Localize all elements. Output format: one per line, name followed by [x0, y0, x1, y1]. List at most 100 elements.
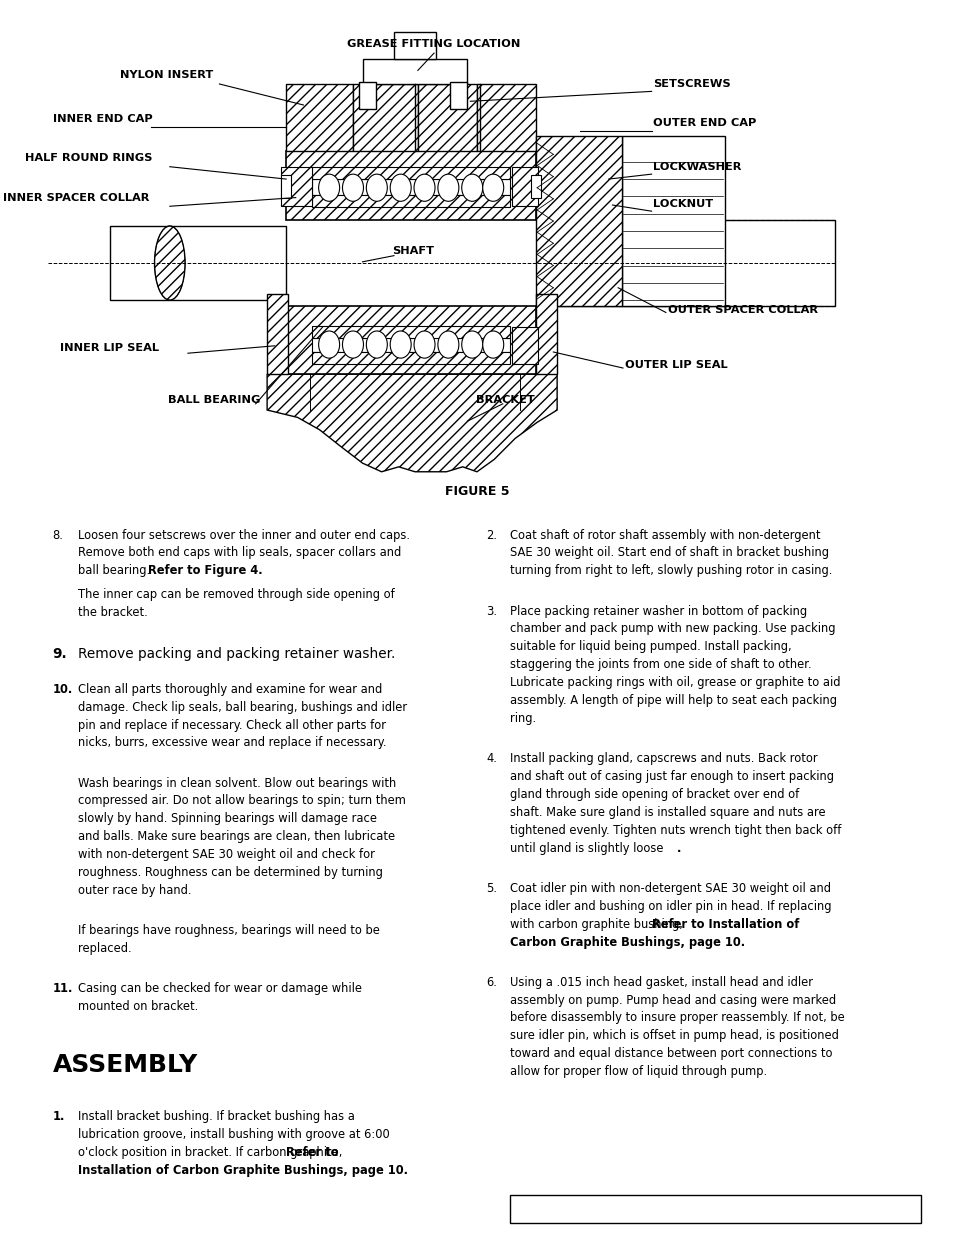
- Text: 8.: 8.: [52, 529, 63, 542]
- Circle shape: [318, 331, 339, 358]
- Text: suitable for liquid being pumped. Install packing,: suitable for liquid being pumped. Instal…: [510, 640, 791, 653]
- Text: with non-detergent SAE 30 weight oil and check for: with non-detergent SAE 30 weight oil and…: [78, 848, 375, 861]
- Text: 3.: 3.: [486, 604, 497, 618]
- Text: nicks, burrs, excessive wear and replace if necessary.: nicks, burrs, excessive wear and replace…: [78, 736, 386, 750]
- Text: 2.: 2.: [486, 529, 497, 542]
- Bar: [510, 1195, 920, 1223]
- Text: until gland is slightly loose: until gland is slightly loose: [510, 842, 663, 855]
- Text: Coat shaft of rotor shaft assembly with non-detergent: Coat shaft of rotor shaft assembly with …: [510, 529, 820, 542]
- Text: 6.: 6.: [486, 976, 497, 989]
- Text: Remove both end caps with lip seals, spacer collars and: Remove both end caps with lip seals, spa…: [78, 546, 401, 559]
- Text: OUTER LIP SEAL: OUTER LIP SEAL: [624, 361, 727, 370]
- Text: slowly by hand. Spinning bearings will damage race: slowly by hand. Spinning bearings will d…: [78, 813, 376, 825]
- Text: Wash bearings in clean solvent. Blow out bearings with: Wash bearings in clean solvent. Blow out…: [78, 777, 396, 789]
- Text: .: .: [677, 842, 681, 855]
- Text: INNER SPACER COLLAR: INNER SPACER COLLAR: [3, 193, 150, 203]
- Text: Refer to Figure 4.: Refer to Figure 4.: [148, 564, 262, 578]
- Circle shape: [482, 174, 503, 201]
- Circle shape: [414, 174, 435, 201]
- Text: Refer to Installation of: Refer to Installation of: [651, 918, 798, 931]
- Bar: [312, 326, 510, 338]
- Bar: [267, 294, 288, 374]
- Ellipse shape: [154, 226, 185, 300]
- Text: ball bearing.: ball bearing.: [78, 564, 157, 578]
- Text: 11.: 11.: [52, 982, 72, 995]
- Text: ring.: ring.: [510, 711, 536, 725]
- Circle shape: [461, 331, 482, 358]
- Bar: [512, 167, 537, 206]
- Polygon shape: [267, 374, 557, 472]
- Text: pin and replace if necessary. Check all other parts for: pin and replace if necessary. Check all …: [78, 719, 386, 731]
- Text: Casing can be checked for wear or damage while: Casing can be checked for wear or damage…: [78, 982, 362, 995]
- Bar: [536, 136, 621, 306]
- Text: mounted on bracket.: mounted on bracket.: [78, 1000, 198, 1013]
- Text: damage. Check lip seals, ball bearing, bushings and idler: damage. Check lip seals, ball bearing, b…: [78, 700, 407, 714]
- Text: assembly on pump. Pump head and casing were marked: assembly on pump. Pump head and casing w…: [510, 994, 836, 1007]
- Text: If bearings have roughness, bearings will need to be: If bearings have roughness, bearings wil…: [78, 924, 379, 937]
- Bar: [538, 220, 834, 306]
- Text: Installation of Carbon Graphite Bushings, page 10.: Installation of Carbon Graphite Bushings…: [78, 1163, 408, 1177]
- Text: Place packing retainer washer in bottom of packing: Place packing retainer washer in bottom …: [510, 604, 806, 618]
- Bar: [417, 84, 476, 151]
- Circle shape: [482, 331, 503, 358]
- Bar: [312, 352, 510, 364]
- Text: chamber and pack pump with new packing. Use packing: chamber and pack pump with new packing. …: [510, 622, 835, 636]
- Text: Refer to: Refer to: [286, 1146, 338, 1158]
- Text: 1.: 1.: [52, 1110, 65, 1123]
- Text: The inner cap can be removed through side opening of: The inner cap can be removed through sid…: [78, 588, 395, 601]
- Text: BRACKET: BRACKET: [476, 395, 535, 405]
- Text: outer race by hand.: outer race by hand.: [78, 884, 192, 897]
- Bar: [281, 175, 291, 198]
- Text: tightened evenly. Tighten nuts wrench tight then back off: tightened evenly. Tighten nuts wrench ti…: [510, 824, 841, 837]
- Text: HALF ROUND RINGS: HALF ROUND RINGS: [25, 153, 152, 163]
- Text: toward and equal distance between port connections to: toward and equal distance between port c…: [510, 1047, 832, 1061]
- Text: lubrication groove, install bushing with groove at 6:00: lubrication groove, install bushing with…: [78, 1128, 390, 1141]
- Bar: [362, 59, 467, 84]
- Text: INNER END CAP: INNER END CAP: [53, 114, 152, 124]
- Text: NYLON INSERT: NYLON INSERT: [120, 70, 213, 80]
- Circle shape: [366, 331, 387, 358]
- Text: SECTION  TSM  161.3     ISSUE     D               PAGE  5  OF  12: SECTION TSM 161.3 ISSUE D PAGE 5 OF 12: [568, 1205, 862, 1215]
- Text: and shaft out of casing just far enough to insert packing: and shaft out of casing just far enough …: [510, 771, 834, 783]
- Bar: [353, 84, 417, 151]
- Circle shape: [366, 174, 387, 201]
- Text: SETSCREWS: SETSCREWS: [653, 79, 730, 89]
- Text: SHAFT: SHAFT: [392, 246, 434, 256]
- Circle shape: [437, 174, 458, 201]
- Bar: [286, 151, 536, 220]
- Text: INNER LIP SEAL: INNER LIP SEAL: [60, 343, 159, 353]
- Text: SAE 30 weight oil. Start end of shaft in bracket bushing: SAE 30 weight oil. Start end of shaft in…: [510, 546, 828, 559]
- Text: Lubricate packing rings with oil, grease or graphite to aid: Lubricate packing rings with oil, grease…: [510, 677, 840, 689]
- Text: ASSEMBLY: ASSEMBLY: [52, 1052, 197, 1077]
- Circle shape: [342, 174, 363, 201]
- Text: allow for proper flow of liquid through pump.: allow for proper flow of liquid through …: [510, 1066, 767, 1078]
- Circle shape: [342, 331, 363, 358]
- Text: OUTER SPACER COLLAR: OUTER SPACER COLLAR: [667, 305, 817, 315]
- Text: Carbon Graphite Bushings, page 10.: Carbon Graphite Bushings, page 10.: [510, 936, 744, 948]
- Bar: [358, 82, 375, 109]
- Bar: [312, 167, 510, 179]
- Text: FIGURE 5: FIGURE 5: [444, 485, 509, 499]
- Text: assembly. A length of pipe will help to seat each packing: assembly. A length of pipe will help to …: [510, 694, 837, 708]
- Bar: [531, 175, 540, 198]
- Bar: [394, 32, 436, 59]
- Text: LOCKWASHER: LOCKWASHER: [653, 162, 741, 172]
- Circle shape: [437, 331, 458, 358]
- Circle shape: [318, 174, 339, 201]
- Bar: [312, 195, 510, 207]
- Text: sure idler pin, which is offset in pump head, is positioned: sure idler pin, which is offset in pump …: [510, 1030, 839, 1042]
- Circle shape: [390, 331, 411, 358]
- Text: 9.: 9.: [52, 646, 67, 661]
- Text: turning from right to left, slowly pushing rotor in casing.: turning from right to left, slowly pushi…: [510, 564, 832, 578]
- Text: staggering the joints from one side of shaft to other.: staggering the joints from one side of s…: [510, 658, 811, 672]
- Text: the bracket.: the bracket.: [78, 606, 148, 620]
- Text: 5.: 5.: [486, 882, 497, 895]
- Circle shape: [414, 331, 435, 358]
- Text: Remove packing and packing retainer washer.: Remove packing and packing retainer wash…: [78, 646, 395, 661]
- Text: 4.: 4.: [486, 752, 497, 766]
- Bar: [312, 338, 510, 352]
- Text: compressed air. Do not allow bearings to spin; turn them: compressed air. Do not allow bearings to…: [78, 794, 406, 808]
- Bar: [476, 84, 536, 151]
- Text: and balls. Make sure bearings are clean, then lubricate: and balls. Make sure bearings are clean,…: [78, 830, 395, 844]
- Bar: [110, 226, 286, 300]
